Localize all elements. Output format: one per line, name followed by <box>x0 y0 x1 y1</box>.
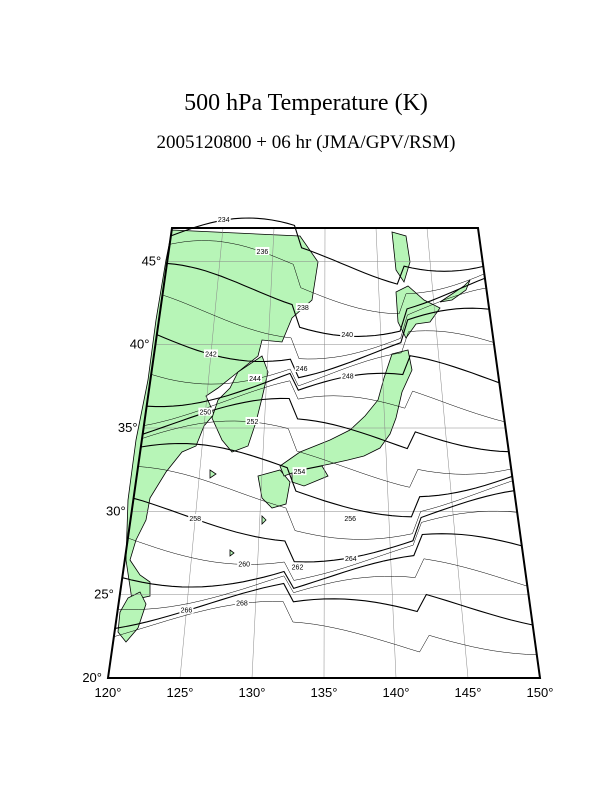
lat-tick-label: 45° <box>142 253 162 268</box>
isotherm-258 <box>133 490 515 563</box>
contour-label-bg <box>234 598 249 607</box>
contour-label-bg <box>179 605 194 614</box>
latitude-tick-labels: 20° 25° 30° 35° 40° 45° <box>82 253 161 685</box>
lon-tick-label: 120° <box>95 685 122 700</box>
isotherm-252 <box>142 420 512 488</box>
contour-label: 246 <box>296 366 308 373</box>
contour-labels: 234 236 238 240 242 244 246 248 250 252 254 256 258 2… <box>179 215 358 615</box>
contour-label-bg <box>255 246 270 255</box>
contour-label-bg <box>188 514 203 523</box>
map-frame <box>106 227 542 679</box>
contour-label-bg <box>343 514 358 523</box>
lon-tick-label: 135° <box>311 685 338 700</box>
contour-label: 258 <box>189 516 201 523</box>
contour-label-bg <box>295 303 310 312</box>
contour-label: 254 <box>294 469 306 476</box>
isotherm-264 <box>117 558 528 610</box>
meridian-line <box>251 227 275 679</box>
lon-tick-label: 145° <box>455 685 482 700</box>
contour-label: 236 <box>257 249 269 256</box>
isotherm-256 <box>138 466 513 540</box>
lat-tick-label: 30° <box>106 503 126 518</box>
contour-label-bg <box>343 554 358 563</box>
isotherm-244 <box>151 330 494 387</box>
contour-label-bg <box>248 374 263 383</box>
contour-label: 250 <box>200 410 212 417</box>
contour-label: 242 <box>205 351 217 358</box>
lat-tick-label: 40° <box>130 337 150 352</box>
contour-label: 256 <box>344 516 356 523</box>
contour-label: 268 <box>236 600 248 607</box>
contour-label-bg <box>237 559 252 568</box>
lat-tick-label: 35° <box>118 420 138 435</box>
contour-label-bg <box>216 215 231 224</box>
land-areas <box>117 229 471 643</box>
isotherm-236 <box>169 240 485 315</box>
lon-tick-label: 140° <box>383 685 410 700</box>
land-sakhalin <box>391 231 411 283</box>
isotherm-246 <box>146 355 500 408</box>
contour-label: 238 <box>297 305 309 312</box>
isotherm-254 <box>140 442 513 518</box>
map-subtitle: 2005120800 + 06 hr (JMA/GPV/RSM) <box>156 132 456 153</box>
contour-label: 266 <box>181 608 193 615</box>
land-asia-mainland <box>125 229 319 601</box>
land-honshu <box>279 349 413 477</box>
contour-label-bg <box>340 329 355 338</box>
lat-tick-label: 25° <box>94 587 114 602</box>
contour-label-bg <box>198 407 213 416</box>
contour-label: 240 <box>341 332 353 339</box>
contour-label: 234 <box>218 217 230 224</box>
contour-label-bg <box>203 349 218 358</box>
isotherm-268 <box>113 601 537 655</box>
land-ryukyu <box>209 469 267 557</box>
contour-label: 262 <box>292 564 304 571</box>
land-taiwan <box>117 591 147 643</box>
meridian-line <box>375 227 397 679</box>
land-kyushu <box>257 469 291 509</box>
isotherm-238 <box>166 262 486 337</box>
contour-label-bg <box>290 562 305 571</box>
meridian-line <box>179 227 224 679</box>
contour-label-bg <box>245 416 260 425</box>
isotherm-262 <box>122 533 522 590</box>
contour-label: 248 <box>342 373 354 380</box>
contour-label-bg <box>292 467 307 476</box>
lon-tick-label: 130° <box>239 685 266 700</box>
contour-label: 252 <box>247 419 259 426</box>
contour-label-bg <box>340 371 355 380</box>
contour-label: 264 <box>345 556 357 563</box>
meridian-line <box>426 227 469 679</box>
lon-tick-label: 150° <box>527 685 554 700</box>
isotherm-240 <box>162 287 487 360</box>
contour-label-bg <box>294 364 309 373</box>
meridian-line <box>323 227 326 679</box>
lon-tick-label: 125° <box>167 685 194 700</box>
lat-tick-label: 20° <box>82 670 102 685</box>
isotherm-260 <box>127 510 518 581</box>
graticule <box>119 227 529 679</box>
land-kurils <box>439 279 471 303</box>
contour-label: 260 <box>238 561 250 568</box>
contour-label: 244 <box>249 376 261 383</box>
map-title: 500 hPa Temperature (K) <box>184 90 428 116</box>
longitude-tick-labels: 120° 125° 130° 135° 140° 145° 150° <box>95 685 554 700</box>
land-hokkaido <box>395 285 441 339</box>
